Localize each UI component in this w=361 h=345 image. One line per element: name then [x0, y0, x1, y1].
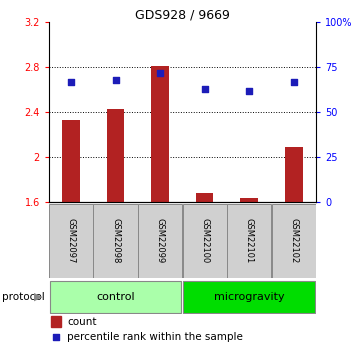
Bar [62, 120, 80, 202]
Bar [227, 204, 271, 278]
Point [157, 70, 163, 76]
Point [113, 77, 118, 82]
Bar [49, 281, 182, 313]
Text: GSM22101: GSM22101 [245, 218, 253, 263]
Bar [138, 204, 182, 278]
Text: GSM22102: GSM22102 [289, 218, 298, 263]
Text: count: count [67, 317, 96, 327]
Text: percentile rank within the sample: percentile rank within the sample [67, 332, 243, 342]
Point [291, 79, 296, 85]
Point [68, 79, 74, 85]
Bar [49, 204, 93, 278]
Bar [151, 66, 169, 202]
Bar [240, 198, 258, 202]
Text: GSM22098: GSM22098 [111, 218, 120, 263]
Bar [93, 204, 138, 278]
Text: ▶: ▶ [34, 292, 42, 302]
Bar [183, 281, 315, 313]
Point [202, 86, 208, 91]
Bar [271, 204, 316, 278]
Bar [285, 147, 303, 202]
Point [246, 88, 252, 93]
Point [227, 267, 233, 273]
Bar [196, 193, 213, 202]
Text: GSM22099: GSM22099 [156, 218, 165, 263]
Text: control: control [96, 292, 135, 302]
Bar [51, 316, 61, 327]
Bar [106, 109, 125, 202]
Text: GSM22100: GSM22100 [200, 218, 209, 263]
Text: protocol: protocol [2, 292, 44, 302]
Bar [183, 204, 227, 278]
Text: microgravity: microgravity [214, 292, 284, 302]
Text: GSM22097: GSM22097 [66, 218, 75, 263]
Title: GDS928 / 9669: GDS928 / 9669 [135, 8, 230, 21]
